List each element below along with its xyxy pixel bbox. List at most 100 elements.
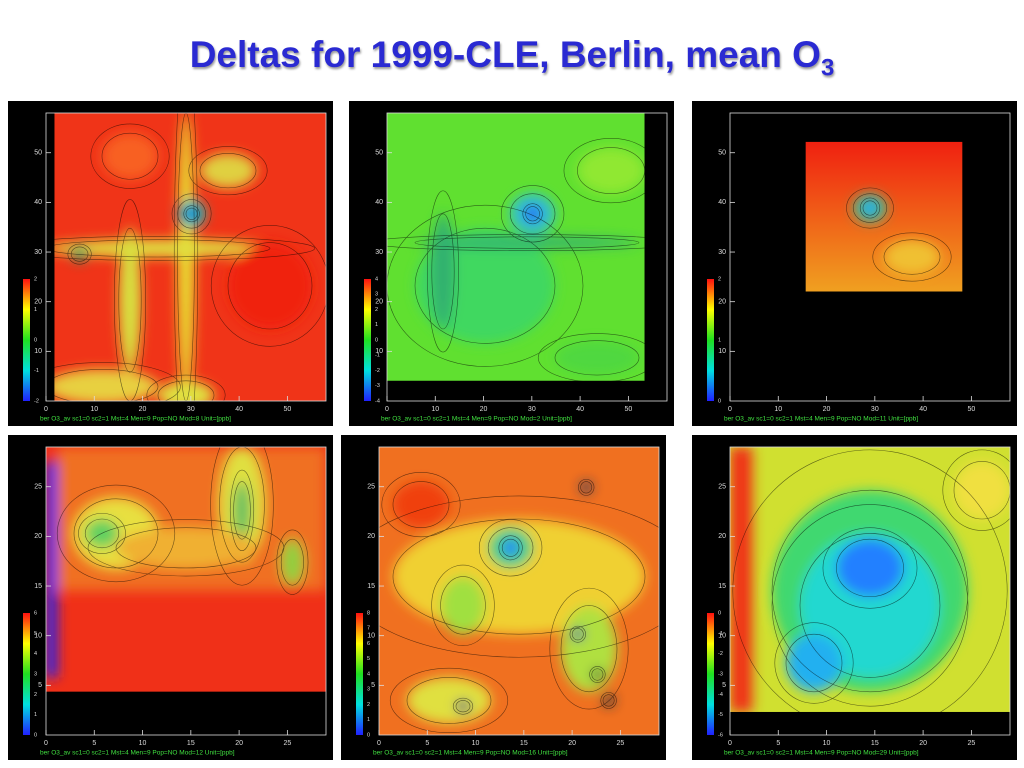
colorbar-label: -2 (375, 368, 380, 374)
x-tick-label: 0 (44, 740, 48, 747)
contour-line (87, 519, 285, 577)
title-text: Deltas for 1999-CLE, Berlin, mean O (189, 34, 821, 75)
colorbar (364, 279, 371, 401)
field (46, 447, 326, 692)
contour-line (389, 667, 509, 733)
colorbar-label: -4 (718, 692, 723, 698)
x-tick-label: 10 (431, 406, 439, 413)
contour-line (54, 369, 159, 401)
contour-line (431, 564, 495, 647)
contour-line (210, 225, 327, 347)
field-blob (233, 481, 251, 540)
contour-line (560, 605, 618, 693)
field (805, 141, 963, 292)
contour-line (210, 447, 274, 586)
plot-panel: 0 5 10 15 20 25 5 10 15 20 25 -6 -5 -4 -3 -2 -1 0 ber O3_a… (692, 435, 1017, 760)
contour-line (822, 527, 918, 609)
colorbar-label: 3 (34, 671, 37, 677)
field-blob (836, 539, 904, 597)
field-blob (118, 228, 142, 373)
contour-line (387, 234, 645, 251)
colorbar-label: 2 (375, 307, 378, 313)
x-tick-label: 25 (967, 740, 975, 747)
y-tick-label: 40 (718, 199, 726, 206)
y-tick-label: 10 (34, 633, 42, 640)
x-tick-label: 0 (728, 406, 732, 413)
colorbar-label: 1 (375, 322, 378, 328)
colorbar-label: 0 (34, 732, 37, 738)
y-tick-label: 20 (367, 533, 375, 540)
contour-line (522, 203, 543, 225)
contour-line (414, 236, 640, 249)
contour-line (90, 123, 170, 189)
x-tick-label: 30 (187, 406, 195, 413)
colorbar-label: -4 (375, 398, 380, 404)
caption: ber O3_av sc1=0 sc2=1 Mst=4 Men=9 Pop=NO… (40, 416, 231, 423)
colorbar-label: -1 (34, 368, 39, 374)
contours (54, 113, 327, 401)
contour-line (455, 700, 471, 713)
y-tick-label: 20 (375, 299, 383, 306)
field (379, 447, 659, 735)
colorbar-label: 1 (34, 307, 37, 313)
colorbar-label: 3 (375, 292, 378, 298)
y-tick-label: 50 (718, 150, 726, 157)
colorbar-label: 0 (718, 398, 721, 404)
plot-panel: 0 10 20 30 40 50 10 20 30 40 50 -2 -1 0 1 2 ber O3_av sc… (8, 101, 333, 426)
axis-frame (45, 112, 327, 402)
contour-line (392, 481, 450, 528)
caption: ber O3_av sc1=0 sc2=1 Mst=4 Men=9 Pop=NO… (724, 750, 919, 757)
contours (379, 472, 659, 733)
contour-line (78, 512, 126, 554)
colorbar-label: -2 (718, 651, 723, 657)
colorbar-label: -5 (718, 712, 723, 718)
contour-line (771, 489, 969, 693)
contour-line (577, 147, 645, 194)
contour-line (56, 484, 176, 583)
y-tick-label: 10 (718, 633, 726, 640)
contour-line (414, 227, 556, 344)
field-blobs (415, 147, 645, 376)
contour-line (219, 447, 265, 563)
x-tick-label: 10 (472, 740, 480, 747)
axis-frame (45, 446, 327, 736)
field-blobs (54, 113, 312, 401)
contour-line (452, 697, 474, 715)
contour-line (183, 205, 200, 223)
y-tick-label: 20 (34, 299, 42, 306)
contour-line (571, 628, 584, 641)
y-tick-label: 15 (367, 583, 375, 590)
contour-line (498, 535, 523, 561)
field-blob (954, 461, 1010, 519)
y-tick-label: 30 (34, 249, 42, 256)
y-tick-label: 10 (34, 348, 42, 355)
x-tick-label: 20 (919, 740, 927, 747)
contour-line (846, 187, 894, 229)
y-tick-label: 30 (718, 249, 726, 256)
y-tick-label: 10 (718, 348, 726, 355)
contour-line (54, 235, 316, 261)
colorbar-label: -3 (375, 383, 380, 389)
y-tick-label: 40 (375, 199, 383, 206)
contours (846, 187, 952, 282)
colorbar-label: 0 (718, 610, 721, 616)
contour-line (185, 207, 198, 220)
x-tick-label: 40 (235, 406, 243, 413)
contour-line (115, 527, 257, 569)
contour-line (872, 232, 952, 282)
colorbar-label: 6 (34, 610, 37, 616)
field-blob (158, 380, 214, 401)
field-blob (800, 533, 940, 678)
contour-line (953, 461, 1010, 520)
contour-line (859, 197, 881, 219)
field-blob (54, 369, 158, 401)
contour-line (799, 533, 941, 678)
y-tick-label: 10 (375, 348, 383, 355)
colorbar-label: 1 (34, 712, 37, 718)
field-blobs (730, 447, 1010, 712)
contour-line (427, 190, 459, 353)
x-tick-label: 10 (823, 740, 831, 747)
contour-line (387, 204, 584, 367)
x-tick-label: 20 (823, 406, 831, 413)
field (54, 113, 327, 401)
